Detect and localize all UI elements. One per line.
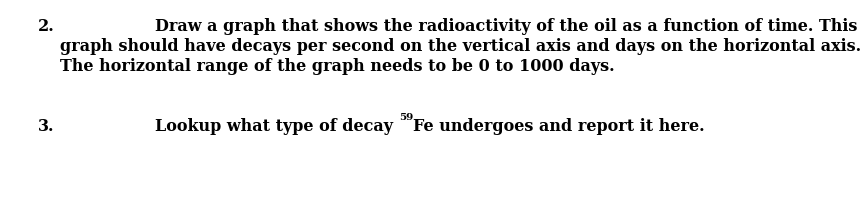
Text: Fe undergoes and report it here.: Fe undergoes and report it here. xyxy=(413,118,705,135)
Text: Draw a graph that shows the radioactivity of the oil as a function of time. This: Draw a graph that shows the radioactivit… xyxy=(155,18,858,35)
Text: The horizontal range of the graph needs to be 0 to 1000 days.: The horizontal range of the graph needs … xyxy=(60,58,615,75)
Text: 3.: 3. xyxy=(38,118,55,135)
Text: Lookup what type of decay: Lookup what type of decay xyxy=(155,118,398,135)
Text: 2.: 2. xyxy=(38,18,55,35)
Text: 59: 59 xyxy=(398,112,413,121)
Text: graph should have decays per second on the vertical axis and days on the horizon: graph should have decays per second on t… xyxy=(60,38,861,55)
